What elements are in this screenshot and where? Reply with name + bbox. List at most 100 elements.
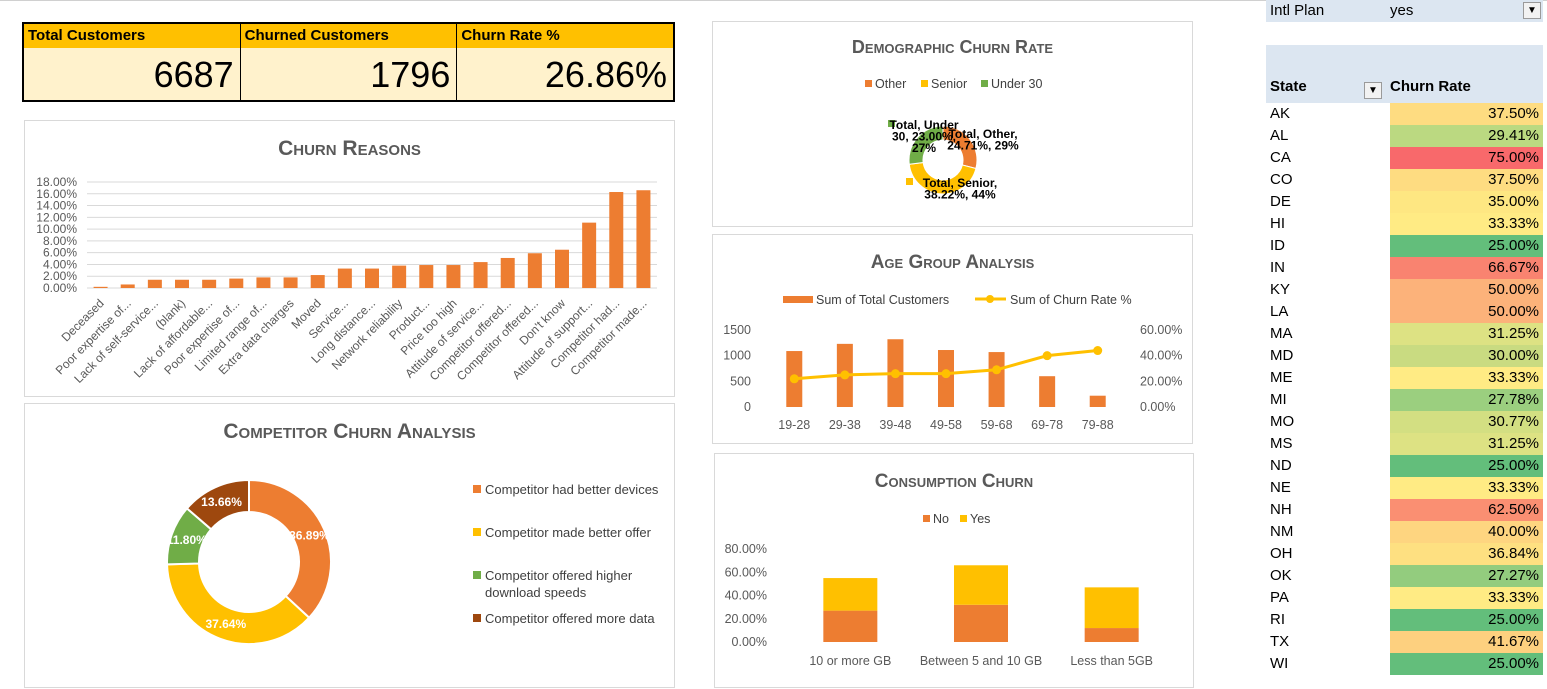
filter-funnel-icon[interactable]: ▼ [1364,82,1382,99]
x-tick-label: 49-58 [930,418,962,432]
data-label: 11.80% [167,533,207,547]
kpi-churned-customers: Churned Customers 1796 [240,24,458,100]
state-cell: AK [1270,105,1291,122]
data-label: 30, 23.00%, [892,130,956,144]
y-tick-label: 18.00% [36,175,77,189]
y2-tick-label: 60.00% [1140,323,1182,337]
bar [527,253,542,288]
legend-swatch [921,80,928,87]
chart-title: Demographic Churn Rate [851,37,1054,57]
stacked-bar-segment [1084,587,1139,629]
table-row: ID 25.00% [1266,235,1543,257]
table-row: MI 27.78% [1266,389,1543,411]
churn-rate-cell: 35.00% [1390,191,1543,213]
legend-label: Competitor offered higher [485,568,633,583]
churn-rate-cell: 25.00% [1390,235,1543,257]
churn-rate-cell: 25.00% [1390,609,1543,631]
y-tick-label: 1000 [723,349,751,363]
data-label: 24.71%, 29% [947,139,1019,153]
x-tick-label: 10 or more GB [809,654,891,668]
churn-rate-cell: 36.84% [1390,543,1543,565]
y-tick-label: 2.00% [43,269,77,283]
bar [229,278,244,288]
table-row: ND 25.00% [1266,455,1543,477]
data-label: 38.22%, 44% [924,188,996,202]
legend-label: Sum of Total Customers [816,293,949,307]
age-group-panel[interactable]: Age Group Analysis Sum of Total Customer… [712,234,1193,444]
column-header-state: State [1270,78,1307,95]
state-cell: ND [1270,457,1292,474]
bar [1039,376,1056,407]
y2-tick-label: 40.00% [1140,349,1182,363]
x-tick-label: 59-68 [981,418,1013,432]
chart-title: Competitor Churn Analysis [223,420,476,443]
y2-tick-label: 20.00% [1140,374,1182,388]
data-label: Total, Other, [948,127,1017,141]
state-cell: NE [1270,479,1291,496]
legend-swatch [923,515,930,522]
churn-rate-cell: 50.00% [1390,279,1543,301]
kpi-band: Total Customers 6687 Churned Customers 1… [22,22,675,102]
legend-label: Competitor offered more data [485,611,655,626]
competitor-churn-panel[interactable]: Competitor Churn Analysis 36.89% 37.64% 11… [24,403,675,688]
bar [337,268,352,288]
state-cell: MD [1270,347,1294,364]
stacked-bar-segment [823,578,878,611]
x-tick-label: Less than 5GB [1070,654,1153,668]
filter-funnel-icon[interactable]: ▼ [1523,2,1541,19]
legend-swatch [981,80,988,87]
y-tick-label: 4.00% [43,257,77,271]
table-row: IN 66.67% [1266,257,1543,279]
y2-tick-label: 0.00% [1140,400,1175,414]
bar [147,279,162,288]
table-row: MO 30.77% [1266,411,1543,433]
legend-swatch [473,485,481,493]
churn-rate-cell: 25.00% [1390,653,1543,675]
legend-label: Other [875,77,906,91]
x-tick-label: Between 5 and 10 GB [920,654,1042,668]
data-label: Total, Under [889,118,958,132]
table-row: RI 25.00% [1266,609,1543,631]
consumption-churn-chart: No Yes 0.00% 20.00% 40.00% 60.00% 80.00% 10 or … [725,512,1153,668]
table-row: CO 37.50% [1266,169,1543,191]
state-cell: ID [1270,237,1285,254]
churn-reasons-chart: 0.00%2.00%4.00%6.00%8.00%10.00%12.00%14.… [36,175,657,386]
churn-rate-cell: 33.33% [1390,477,1543,499]
x-tick-label: 19-28 [778,418,810,432]
y-tick-label: 1500 [723,323,751,337]
y-tick-label: 80.00% [725,542,767,556]
legend-label: Yes [970,512,990,526]
churn-rate-cell: 50.00% [1390,301,1543,323]
churn-reasons-panel[interactable]: Churn Reasons 0.00% 2.00% 4.00% 6.00% 8.00% 1… [24,120,675,397]
demographic-churn-panel[interactable]: Demographic Churn Rate Other Senior Under … [712,21,1193,227]
state-cell: IN [1270,259,1285,276]
state-cell: TX [1270,633,1290,650]
state-cell: HI [1270,215,1285,232]
y-tick-label: 12.00% [36,210,77,224]
table-row: NH 62.50% [1266,499,1543,521]
state-cell: AL [1270,127,1289,144]
data-label: Total, Senior, [923,176,997,190]
state-cell: ME [1270,369,1293,386]
churn-rate-cell: 40.00% [1390,521,1543,543]
consumption-churn-panel[interactable]: Consumption Churn No Yes 0.00% 20.00% 40.00%… [714,453,1194,688]
chart-title: Age Group Analysis [870,252,1035,273]
legend-swatch [473,614,481,622]
legend-label: Sum of Churn Rate % [1010,293,1132,307]
kpi-value: 1796 [370,54,451,95]
churn-rate-cell: 33.33% [1390,213,1543,235]
table-row: OK 27.27% [1266,565,1543,587]
competitor-churn-chart: 36.89% 37.64% 11.80% 13.66% Competitor had b… [166,478,659,645]
churn-rate-cell: 30.77% [1390,411,1543,433]
line-point [840,370,850,380]
line-point [1093,346,1103,356]
churn-rate-cell: 31.25% [1390,323,1543,345]
data-label: 13.66% [201,495,242,509]
state-cell: DE [1270,193,1291,210]
data-label: 36.89% [289,529,330,543]
table-row: ME 33.33% [1266,367,1543,389]
top-border [0,0,1547,1]
legend-label: Under 30 [991,77,1042,91]
kpi-value: 26.86% [544,54,668,95]
state-cell: MO [1270,413,1295,430]
